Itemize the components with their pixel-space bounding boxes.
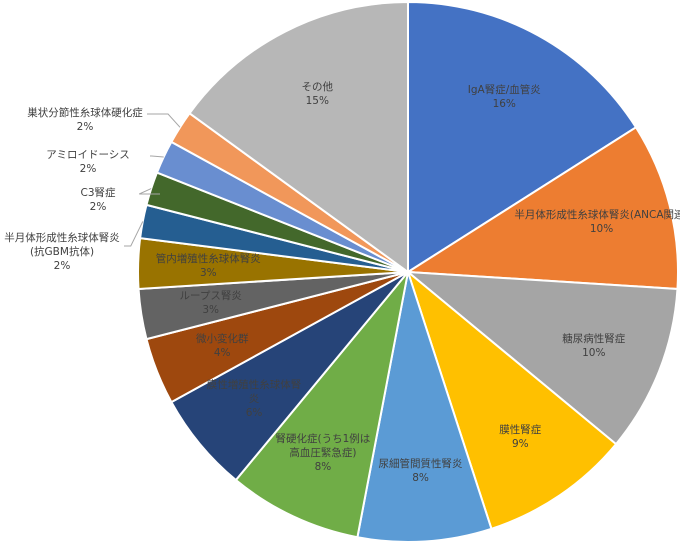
pie-slice bbox=[234, 271, 409, 539]
pie-slice bbox=[407, 0, 638, 274]
slice-label: C3腎症 2% bbox=[80, 186, 115, 214]
value-label: 2% bbox=[79, 163, 97, 175]
value-label: 8% bbox=[412, 472, 429, 485]
value-label: 15% bbox=[305, 94, 329, 107]
category-label: アミロイドーシス bbox=[46, 149, 130, 161]
leader-line bbox=[139, 188, 160, 195]
category-label: C3腎症 bbox=[80, 187, 116, 199]
slice-label: 膜性増殖性糸球体腎 炎 6% bbox=[207, 378, 302, 420]
value-label: 8% bbox=[314, 460, 332, 473]
value-label: 4% bbox=[213, 346, 231, 359]
category-label: 巣状分節性糸球体硬化症 bbox=[27, 107, 143, 119]
slice-label: 腎硬化症(うち1例は 高血圧緊急症) 8% bbox=[276, 432, 371, 474]
category-label: 管内増殖性糸球体腎炎 bbox=[155, 252, 261, 265]
value-label: 9% bbox=[511, 438, 529, 451]
leader-line bbox=[124, 221, 144, 247]
slice-label: 微小変化群 4% bbox=[196, 332, 249, 360]
pie-slice bbox=[404, 270, 679, 446]
value-label: 2% bbox=[89, 201, 107, 213]
category-label: 膜性増殖性糸球体腎 炎 bbox=[206, 379, 302, 406]
category-label: 半月体形成性糸球体腎炎 (抗GBM抗体) bbox=[4, 232, 120, 258]
slice-label: 巣状分節性糸球体硬化症 2% bbox=[27, 106, 143, 134]
slice-label: ループス腎炎 3% bbox=[179, 289, 241, 317]
value-label: 16% bbox=[492, 97, 516, 110]
slice-label: IgA腎症/血管炎 16% bbox=[468, 83, 541, 111]
category-label: 半月体形成性糸球体腎炎(ANCA関連) bbox=[514, 209, 680, 222]
slice-label: 管内増殖性糸球体腎炎 3% bbox=[156, 252, 261, 280]
value-label: 2% bbox=[53, 260, 71, 272]
slice-label: 膜性腎症 9% bbox=[499, 423, 541, 451]
slice-label: アミロイドーシス 2% bbox=[46, 148, 130, 176]
category-label: 腎硬化症(うち1例は 高血圧緊急症) bbox=[275, 432, 371, 459]
value-label: 10% bbox=[589, 223, 614, 236]
category-label: 糖尿病性腎症 bbox=[562, 332, 626, 345]
slice-label: 尿細管間質性腎炎 8% bbox=[379, 457, 463, 485]
slice-label: 半月体形成性糸球体腎炎(ANCA関連) 10% bbox=[514, 208, 680, 236]
leader-line bbox=[147, 113, 181, 128]
category-label: 膜性腎症 bbox=[499, 424, 542, 437]
category-label: 微小変化群 bbox=[195, 332, 249, 345]
slice-label: その他 15% bbox=[302, 80, 334, 108]
value-label: 6% bbox=[245, 407, 263, 420]
pie-slice bbox=[404, 125, 679, 291]
slice-label: 糖尿病性腎症 10% bbox=[562, 332, 625, 360]
value-label: 3% bbox=[202, 304, 219, 317]
leader-line bbox=[150, 155, 164, 158]
category-label: その他 bbox=[301, 80, 334, 93]
pie-slice bbox=[356, 271, 493, 543]
value-label: 3% bbox=[199, 266, 217, 279]
category-label: 尿細管間質性腎炎 bbox=[378, 458, 463, 471]
pie-slice bbox=[188, 0, 409, 274]
value-label: 2% bbox=[76, 121, 94, 133]
pie-slice bbox=[405, 269, 618, 531]
category-label: IgA腎症/血管炎 bbox=[467, 83, 541, 96]
category-label: ループス腎炎 bbox=[179, 290, 242, 303]
slice-label: 半月体形成性糸球体腎炎 (抗GBM抗体) 2% bbox=[4, 231, 120, 273]
value-label: 10% bbox=[582, 346, 606, 359]
